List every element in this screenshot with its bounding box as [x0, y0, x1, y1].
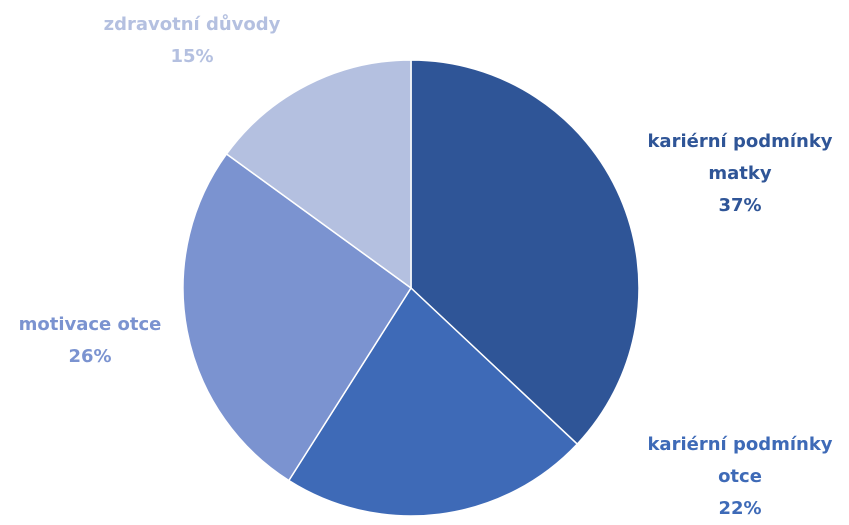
pie-slice	[287, 286, 579, 516]
slice-label: kariérní podmínky matky	[647, 131, 833, 184]
slice-value-label: 22%	[718, 498, 762, 519]
pie-slice	[182, 152, 413, 482]
pie-slice	[410, 59, 640, 446]
slice-value-label: 26%	[68, 346, 112, 367]
slice-value-label: 15%	[170, 46, 214, 67]
slice-value-label: 37%	[718, 195, 762, 216]
slice-label: kariérní podmínky otce	[647, 434, 833, 487]
slice-label: zdravotní důvody	[103, 14, 281, 35]
pie-slice	[225, 59, 412, 290]
slice-label: motivace otce	[18, 314, 162, 335]
